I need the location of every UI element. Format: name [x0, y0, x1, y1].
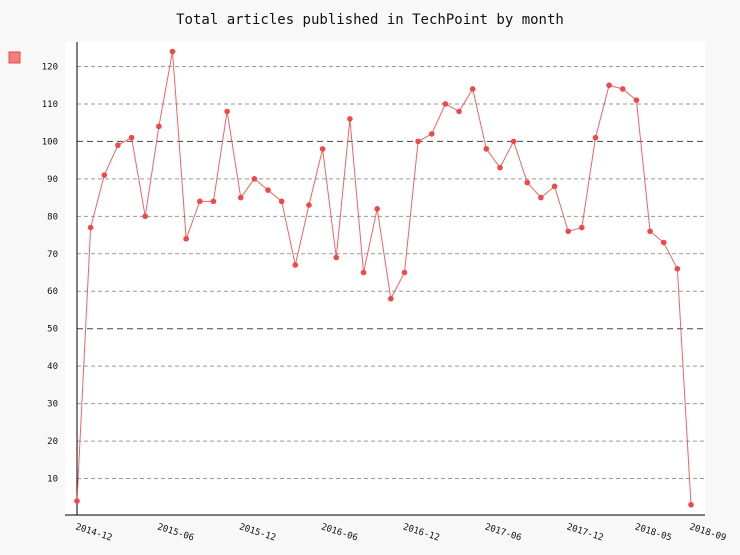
data-point	[142, 213, 149, 220]
x-tick-label: 2015-12	[238, 522, 277, 543]
x-tick-label: 2016-12	[402, 522, 441, 543]
legend-swatch	[8, 51, 21, 64]
axes	[65, 42, 705, 516]
data-point	[510, 138, 517, 145]
data-point	[292, 262, 299, 268]
data-point	[251, 176, 258, 182]
data-point	[319, 146, 326, 152]
data-point	[101, 172, 108, 178]
data-point	[306, 202, 312, 208]
data-point	[74, 498, 80, 504]
data-point	[674, 265, 681, 272]
data-point	[401, 269, 408, 276]
x-tick-label: 2017-12	[565, 522, 604, 543]
data-point	[87, 224, 94, 231]
y-tick-label: 40	[47, 362, 58, 372]
plot-background	[65, 42, 705, 515]
y-tick-label: 90	[47, 175, 58, 185]
data-point	[456, 108, 462, 115]
data-point	[183, 235, 189, 242]
x-tick-label: 2014-12	[74, 522, 113, 543]
y-tick-labels: 10 20 30 40 50 60 70 80 90 100 110 120	[42, 62, 58, 484]
y-tick-label: 110	[42, 100, 58, 110]
data-point	[497, 164, 503, 171]
legend	[8, 51, 21, 64]
y-tick-label: 20	[47, 437, 58, 447]
data-point	[688, 501, 694, 508]
data-point	[333, 254, 340, 261]
y-tick-label: 80	[47, 212, 58, 222]
x-tick-label: 2018-09	[688, 522, 727, 543]
data-point	[278, 198, 285, 205]
data-point	[388, 295, 394, 302]
data-point	[619, 86, 626, 92]
data-point	[156, 123, 162, 130]
gridlines	[77, 65, 705, 480]
data-point	[660, 239, 667, 246]
data-point	[128, 134, 135, 141]
data-point	[374, 206, 380, 212]
data-point	[360, 269, 367, 276]
data-point	[237, 194, 244, 201]
data-point	[265, 187, 271, 193]
y-tick-label: 10	[47, 475, 58, 485]
data-point	[633, 97, 640, 103]
data-point	[579, 224, 585, 231]
y-tick-label: 60	[47, 287, 58, 297]
data-point	[169, 48, 176, 55]
x-tick-label: 2016-06	[320, 522, 359, 543]
data-point	[197, 198, 203, 205]
x-tick-labels: 2014-12 2015-06 2015-12 2016-06 2016-12 2017-…	[74, 522, 727, 543]
data-point	[115, 142, 121, 148]
data-point	[224, 108, 230, 115]
y-tick-label: 50	[47, 325, 58, 335]
x-tick-label: 2018-05	[633, 522, 672, 543]
data-point	[565, 228, 571, 235]
series-layer	[74, 48, 694, 508]
series-line	[76, 51, 692, 505]
x-tick-label: 2017-06	[483, 522, 522, 543]
data-point	[469, 86, 476, 92]
data-point	[428, 131, 435, 137]
data-point	[538, 194, 544, 201]
y-tick-label: 120	[42, 62, 58, 72]
data-point	[210, 198, 217, 205]
data-point	[442, 101, 449, 107]
data-point	[592, 134, 599, 141]
x-tick-label: 2015-06	[156, 522, 195, 543]
data-point	[647, 228, 653, 235]
chart-title: Total articles published in TechPoint by…	[176, 12, 564, 28]
data-point	[415, 138, 421, 145]
data-point	[606, 82, 612, 89]
data-point	[551, 183, 558, 190]
data-point	[347, 116, 353, 122]
y-tick-label: 100	[42, 137, 58, 147]
y-tick-label: 70	[47, 250, 58, 260]
data-point	[483, 146, 490, 152]
data-point	[524, 179, 531, 186]
y-tick-label: 30	[47, 400, 58, 410]
